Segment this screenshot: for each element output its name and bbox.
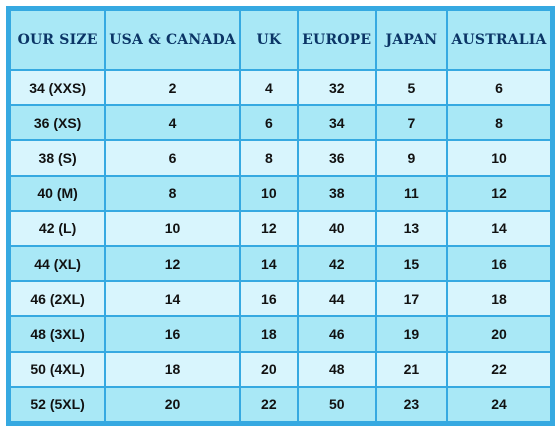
table-cell: 18 <box>238 315 299 353</box>
table-cell: 11 <box>374 174 449 212</box>
table-cell: 6 <box>446 68 552 107</box>
table-cell: 4 <box>104 104 241 142</box>
table-cell: 14 <box>446 209 552 247</box>
table-cell: 52 (5XL) <box>8 385 107 424</box>
table-cell: 38 (S) <box>8 139 107 177</box>
size-conversion-table: OUR SIZE USA & CANADA UK EUROPE JAPAN AU… <box>8 9 552 424</box>
table-cell: 16 <box>104 315 241 353</box>
column-header-uk: UK <box>238 9 299 71</box>
table-row: 38 (S) 6 8 36 9 10 <box>8 139 552 177</box>
table-cell: 20 <box>446 315 552 353</box>
table-cell: 24 <box>446 385 552 424</box>
table-cell: 16 <box>446 244 552 283</box>
table-row: 40 (M) 8 10 38 11 12 <box>8 174 552 212</box>
table-cell: 17 <box>374 280 449 318</box>
column-header-japan: JAPAN <box>374 9 449 71</box>
table-cell: 14 <box>238 244 299 283</box>
table-cell: 6 <box>104 139 241 177</box>
table-cell: 2 <box>104 68 241 107</box>
table-cell: 38 <box>296 174 377 212</box>
table-cell: 44 (XL) <box>8 244 107 283</box>
table-row: 44 (XL) 12 14 42 15 16 <box>8 244 552 283</box>
table-cell: 21 <box>374 350 449 388</box>
table-row: 48 (3XL) 16 18 46 19 20 <box>8 315 552 353</box>
table-cell: 4 <box>238 68 299 107</box>
table-cell: 40 (M) <box>8 174 107 212</box>
table-cell: 23 <box>374 385 449 424</box>
table-cell: 44 <box>296 280 377 318</box>
table-cell: 40 <box>296 209 377 247</box>
table-cell: 22 <box>238 385 299 424</box>
table-cell: 36 (XS) <box>8 104 107 142</box>
table-cell: 12 <box>446 174 552 212</box>
table-cell: 15 <box>374 244 449 283</box>
table-cell: 12 <box>104 244 241 283</box>
table-cell: 20 <box>104 385 241 424</box>
table-row: 50 (4XL) 18 20 48 21 22 <box>8 350 552 388</box>
header-row: OUR SIZE USA & CANADA UK EUROPE JAPAN AU… <box>8 9 552 71</box>
table-row: 46 (2XL) 14 16 44 17 18 <box>8 280 552 318</box>
table-cell: 13 <box>374 209 449 247</box>
table-cell: 22 <box>446 350 552 388</box>
table-cell: 20 <box>238 350 299 388</box>
table-cell: 7 <box>374 104 449 142</box>
table-cell: 18 <box>104 350 241 388</box>
table-row: 42 (L) 10 12 40 13 14 <box>8 209 552 247</box>
table-row: 36 (XS) 4 6 34 7 8 <box>8 104 552 142</box>
column-header-our-size: OUR SIZE <box>8 9 107 71</box>
table-cell: 34 (XXS) <box>8 68 107 107</box>
table-row: 34 (XXS) 2 4 32 5 6 <box>8 68 552 107</box>
table-cell: 48 (3XL) <box>8 315 107 353</box>
table-cell: 34 <box>296 104 377 142</box>
table-cell: 8 <box>238 139 299 177</box>
column-header-usa-canada: USA & CANADA <box>104 9 241 71</box>
table-cell: 6 <box>238 104 299 142</box>
table-cell: 16 <box>238 280 299 318</box>
table-cell: 42 <box>296 244 377 283</box>
column-header-australia: AUSTRALIA <box>446 9 552 71</box>
table-cell: 5 <box>374 68 449 107</box>
table-cell: 48 <box>296 350 377 388</box>
table-cell: 18 <box>446 280 552 318</box>
table-row: 52 (5XL) 20 22 50 23 24 <box>8 385 552 424</box>
table-cell: 10 <box>104 209 241 247</box>
table-cell: 12 <box>238 209 299 247</box>
table-cell: 8 <box>104 174 241 212</box>
table-cell: 50 <box>296 385 377 424</box>
table-cell: 10 <box>446 139 552 177</box>
table-cell: 8 <box>446 104 552 142</box>
table-cell: 14 <box>104 280 241 318</box>
table-cell: 36 <box>296 139 377 177</box>
size-chart: OUR SIZE USA & CANADA UK EUROPE JAPAN AU… <box>6 6 555 426</box>
table-cell: 50 (4XL) <box>8 350 107 388</box>
table-cell: 9 <box>374 139 449 177</box>
table-cell: 32 <box>296 68 377 107</box>
table-cell: 10 <box>238 174 299 212</box>
table-cell: 46 <box>296 315 377 353</box>
table-cell: 46 (2XL) <box>8 280 107 318</box>
column-header-europe: EUROPE <box>296 9 377 71</box>
table-cell: 42 (L) <box>8 209 107 247</box>
table-cell: 19 <box>374 315 449 353</box>
